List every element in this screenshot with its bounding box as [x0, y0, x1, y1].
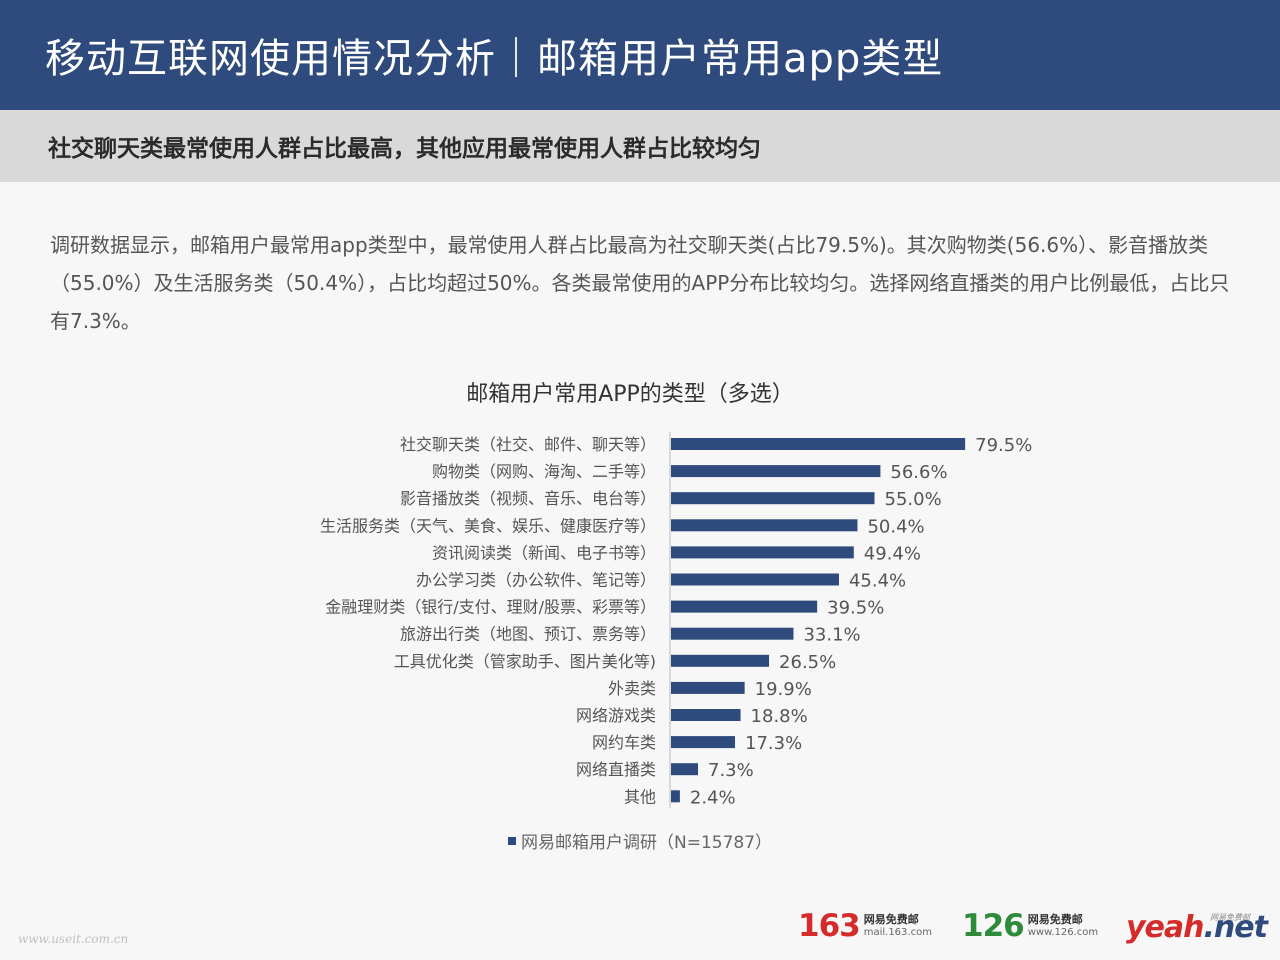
category-label: 外卖类	[608, 679, 656, 698]
value-label: 55.0%	[885, 489, 942, 510]
bar	[671, 736, 736, 749]
brand-163-logo: 163 网易免费邮 mail.163.com	[798, 908, 932, 944]
brand-yeah-part2: .net	[1203, 910, 1268, 945]
value-label: 26.5%	[779, 652, 836, 673]
category-label: 其他	[624, 787, 656, 806]
description-paragraph: 调研数据显示，邮箱用户最常用app类型中，最常使用人群占比最高为社交聊天类(占比…	[50, 233, 1230, 333]
brand-163-url: mail.163.com	[863, 927, 932, 938]
chart-legend: 网易邮箱用户调研（N=15787）	[508, 828, 772, 853]
category-label: 网络游戏类	[576, 706, 656, 725]
category-label: 办公学习类（办公软件、笔记等）	[416, 571, 656, 590]
category-label: 购物类（网购、海淘、二手等）	[432, 462, 656, 481]
brand-163-number: 163	[798, 908, 861, 944]
value-label: 49.4%	[864, 543, 921, 564]
value-label: 19.9%	[755, 679, 812, 700]
legend-label: 网易邮箱用户调研（N=15787）	[521, 833, 773, 853]
bar	[671, 681, 745, 694]
category-label: 金融理财类（银行/支付、理财/股票、彩票等）	[325, 598, 656, 617]
bar-chart: 社交聊天类（社交、邮件、聊天等） 79.5% 购物类（网购、海淘、二手等） 56.6%…	[320, 432, 1032, 809]
brand-126-url: www.126.com	[1027, 927, 1099, 938]
category-label: 影音播放类（视频、音乐、电台等）	[400, 489, 656, 508]
value-label: 45.4%	[849, 571, 906, 592]
value-label: 18.8%	[751, 706, 808, 727]
bar	[671, 654, 770, 667]
bar	[671, 763, 699, 776]
value-label: 56.6%	[890, 462, 947, 483]
brand-126-name: 网易免费邮	[1027, 913, 1083, 926]
value-label: 7.3%	[708, 760, 754, 781]
category-label: 社交聊天类（社交、邮件、聊天等）	[400, 435, 656, 454]
brand-126-logo: 126 网易免费邮 www.126.com	[962, 908, 1098, 944]
header-bar: 移动互联网使用情况分析｜邮箱用户常用app类型	[0, 0, 1280, 110]
category-label: 工具优化类（管家助手、图片美化等)	[394, 652, 656, 671]
subheader-bar: 社交聊天类最常使用人群占比最高，其他应用最常使用人群占比较均匀	[0, 110, 1280, 182]
bar	[671, 438, 966, 450]
brand-yeah-logo: yeah.net	[1126, 910, 1268, 945]
chart-title: 邮箱用户常用APP的类型（多选）	[466, 382, 794, 407]
brand-126-number: 126	[962, 908, 1025, 944]
value-label: 39.5%	[827, 598, 884, 619]
bar	[671, 627, 794, 640]
category-label: 旅游出行类（地图、预订、票务等）	[400, 625, 656, 644]
watermark: www.useit.com.cn	[18, 932, 129, 946]
category-label: 资讯阅读类（新闻、电子书等）	[432, 543, 656, 562]
value-label: 50.4%	[867, 516, 924, 537]
bar	[671, 492, 875, 505]
category-label: 网约车类	[592, 733, 656, 752]
subheader-text: 社交聊天类最常使用人群占比最高，其他应用最常使用人群占比较均匀	[48, 136, 761, 162]
value-label: 33.1%	[803, 625, 860, 646]
bar	[671, 465, 881, 478]
bar	[671, 546, 854, 559]
bar	[671, 600, 818, 613]
value-label: 79.5%	[975, 435, 1032, 456]
legend-swatch	[508, 836, 516, 845]
bar	[671, 519, 858, 532]
category-label: 网络直播类	[576, 760, 656, 779]
page-title: 移动互联网使用情况分析｜邮箱用户常用app类型	[45, 36, 944, 82]
bar	[671, 709, 741, 721]
bar	[671, 790, 680, 803]
brand-163-name: 网易免费邮	[863, 913, 919, 926]
value-label: 2.4%	[690, 787, 736, 808]
brand-yeah-tag: 网易免费邮	[1210, 913, 1250, 922]
value-label: 17.3%	[745, 733, 802, 754]
brand-yeah-part1: yeah	[1126, 910, 1205, 945]
category-label: 生活服务类（天气、美食、娱乐、健康医疗等）	[320, 516, 656, 535]
bar	[671, 573, 839, 586]
